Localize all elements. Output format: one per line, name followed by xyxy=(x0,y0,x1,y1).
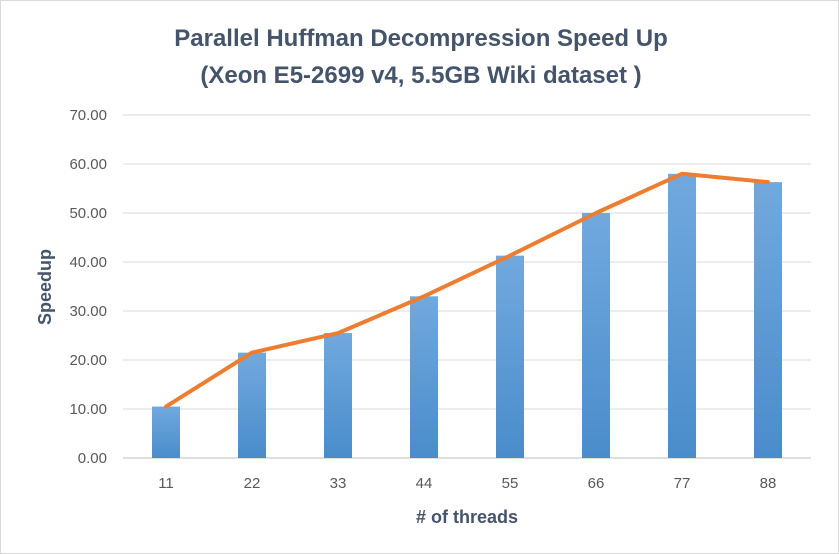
bar xyxy=(152,406,180,458)
y-tick-label: 0.00 xyxy=(78,450,107,467)
bar xyxy=(324,333,352,458)
bar xyxy=(238,352,266,458)
y-tick-label: 50.00 xyxy=(69,205,107,222)
chart-subtitle: (Xeon E5-2699 v4, 5.5GB Wiki dataset ) xyxy=(200,62,641,89)
y-tick-label: 60.00 xyxy=(69,156,107,173)
bar xyxy=(582,213,610,458)
x-tick-label: 44 xyxy=(416,475,433,492)
x-tick-label: 88 xyxy=(760,475,777,492)
bar xyxy=(754,182,782,458)
x-tick-label: 55 xyxy=(502,475,519,492)
x-tick-label: 22 xyxy=(244,475,261,492)
x-axis-ticks: 11 22 33 44 55 66 77 88 xyxy=(158,475,776,492)
x-tick-label: 66 xyxy=(588,475,605,492)
bar xyxy=(668,173,696,459)
y-axis-ticks: 0.00 10.00 20.00 30.00 40.00 50.00 60.00 70.00 xyxy=(69,107,107,467)
bar xyxy=(496,255,524,458)
x-tick-label: 77 xyxy=(674,475,691,492)
x-tick-label: 11 xyxy=(158,475,174,492)
y-axis-title: Speedup xyxy=(35,249,55,325)
x-axis-title: # of threads xyxy=(416,507,518,527)
y-tick-label: 10.00 xyxy=(69,401,107,418)
y-tick-label: 20.00 xyxy=(69,352,107,369)
line-series xyxy=(164,171,770,409)
gridlines xyxy=(123,114,811,459)
y-tick-label: 30.00 xyxy=(69,303,107,320)
y-tick-label: 70.00 xyxy=(69,107,107,124)
series-line xyxy=(164,171,770,409)
bar-series xyxy=(152,173,782,459)
chart-title: Parallel Huffman Decompression Speed Up xyxy=(174,25,667,52)
bar xyxy=(410,296,438,458)
x-tick-label: 33 xyxy=(330,475,347,492)
y-tick-label: 40.00 xyxy=(69,254,107,271)
